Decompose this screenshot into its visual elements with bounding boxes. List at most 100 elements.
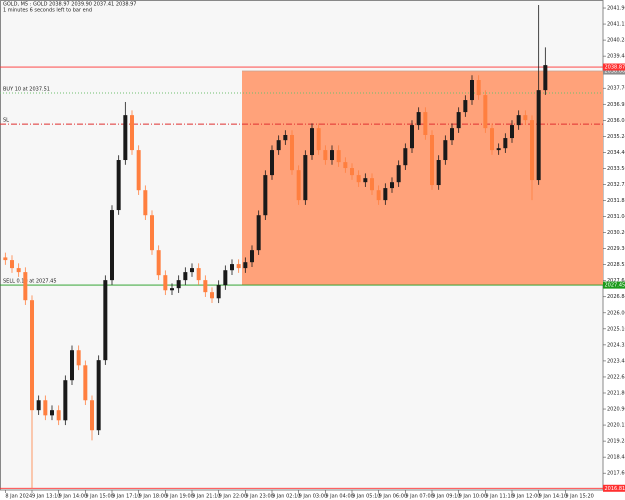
y-tick-label: 2025.16 bbox=[607, 326, 625, 332]
candle-body bbox=[83, 365, 88, 401]
x-tick-label: 8 Jan 2024 bbox=[5, 494, 32, 500]
x-tick-label: 9 Jan 15:00 bbox=[85, 494, 113, 500]
candle-body bbox=[163, 275, 168, 291]
candle-body bbox=[96, 360, 101, 431]
candle-body bbox=[516, 115, 521, 126]
x-tick-label: 9 Jan 02:10 bbox=[272, 494, 300, 500]
candle-body bbox=[363, 178, 368, 183]
candle-body bbox=[283, 135, 288, 141]
candle-body bbox=[430, 135, 434, 186]
x-tick-label: 9 Jan 18:00 bbox=[139, 494, 167, 500]
candle-body bbox=[370, 178, 374, 191]
candle-body bbox=[523, 115, 528, 121]
y-tick-label: 2036.08 bbox=[607, 118, 625, 124]
candle-body bbox=[103, 280, 108, 361]
candle-body bbox=[143, 190, 148, 216]
x-tick-label: 9 Jan 05:10 bbox=[352, 494, 380, 500]
layer: 2041.962041.122040.282039.442038.602037.… bbox=[0, 4, 625, 500]
x-tick-label: 9 Jan 13:10 bbox=[32, 494, 60, 500]
zone-price-label: 2038.66 bbox=[605, 69, 625, 75]
y-tick-label: 2021.80 bbox=[607, 390, 625, 396]
candle-body bbox=[330, 150, 334, 161]
candle-body bbox=[250, 250, 254, 263]
candle-body bbox=[10, 260, 14, 269]
price-box bbox=[603, 281, 625, 289]
candle-body bbox=[403, 148, 408, 166]
x-tick-label: 9 Jan 23:00 bbox=[245, 494, 273, 500]
y-tick-label: 2037.76 bbox=[607, 86, 625, 92]
candle-body bbox=[450, 128, 454, 141]
price-label: 2027.45 bbox=[605, 283, 625, 289]
x-tick-label: 9 Jan 21:10 bbox=[192, 494, 220, 500]
candle-body bbox=[383, 188, 388, 201]
candle-body bbox=[416, 112, 421, 126]
candle-body bbox=[390, 182, 394, 189]
candle-body bbox=[476, 80, 481, 96]
candle-body bbox=[63, 380, 68, 421]
candle-body bbox=[336, 150, 341, 163]
candle-body bbox=[263, 175, 268, 216]
candle-body bbox=[290, 135, 294, 171]
candle-body bbox=[323, 150, 328, 161]
candle-body bbox=[530, 120, 534, 181]
price-label: 2038.87 bbox=[605, 65, 625, 71]
candle-body bbox=[470, 80, 474, 101]
candle-body bbox=[16, 268, 21, 273]
price-box bbox=[603, 484, 625, 492]
candle-body bbox=[243, 262, 248, 269]
candle-body bbox=[463, 100, 468, 113]
x-tick-label: 9 Jan 14:00 bbox=[59, 494, 87, 500]
y-tick-label: 2022.64 bbox=[607, 374, 625, 380]
price-line-label: BUY 10 at 2037.51 bbox=[3, 86, 50, 92]
candle-body bbox=[136, 150, 141, 191]
candle-body bbox=[536, 90, 541, 181]
candle-body bbox=[236, 264, 241, 269]
y-tick-label: 2024.32 bbox=[607, 342, 625, 348]
candle-body bbox=[130, 115, 134, 151]
y-tick-label: 2019.28 bbox=[607, 439, 625, 445]
candle-body bbox=[223, 270, 228, 286]
y-tick-label: 2041.12 bbox=[607, 22, 625, 28]
y-tick-label: 2035.24 bbox=[607, 134, 625, 140]
x-tick-label: 9 Jan 22:00 bbox=[219, 494, 247, 500]
candle-body bbox=[436, 160, 441, 186]
price-label: 2016.81 bbox=[605, 486, 625, 492]
chart-subtitle: 1 minutes 6 seconds left to bar end bbox=[3, 8, 92, 14]
x-tick-label: 9 Jan 17:10 bbox=[112, 494, 140, 500]
candle-body bbox=[350, 168, 354, 176]
x-tick-label: 9 Jan 09:10 bbox=[432, 494, 460, 500]
y-tick-label: 2031.04 bbox=[607, 214, 625, 220]
zone-price-box bbox=[603, 67, 625, 75]
candle-body bbox=[510, 125, 514, 139]
y-tick-label: 2020.96 bbox=[607, 407, 625, 413]
candle-body bbox=[116, 160, 121, 211]
candle-body bbox=[410, 125, 414, 149]
candle-body bbox=[276, 140, 281, 151]
candle-body bbox=[503, 138, 508, 149]
candle-body bbox=[23, 272, 28, 301]
candle-body bbox=[176, 280, 181, 289]
candle-body bbox=[43, 400, 48, 416]
x-tick-label: 9 Jan 07:00 bbox=[405, 494, 433, 500]
y-tick-label: 2032.72 bbox=[607, 182, 625, 188]
x-tick-label: 9 Jan 11:10 bbox=[485, 494, 513, 500]
candle-body bbox=[496, 148, 501, 151]
y-tick-label: 2034.40 bbox=[607, 150, 625, 156]
y-tick-label: 2020.12 bbox=[607, 423, 625, 429]
x-tick-label: 9 Jan 14:10 bbox=[539, 494, 567, 500]
candle-body bbox=[210, 292, 214, 299]
candle-body bbox=[423, 112, 428, 136]
price-line-label: SL bbox=[3, 118, 9, 124]
zone bbox=[242, 71, 603, 286]
candle-body bbox=[156, 250, 161, 276]
candle-body bbox=[456, 112, 461, 129]
y-tick-label: 2029.36 bbox=[607, 246, 625, 252]
candle-body bbox=[310, 128, 314, 156]
candle-body bbox=[56, 410, 61, 421]
y-tick-label: 2033.56 bbox=[607, 166, 625, 172]
candle-body bbox=[183, 272, 188, 281]
candle-body bbox=[76, 350, 81, 366]
y-tick-label: 2036.92 bbox=[607, 102, 625, 108]
